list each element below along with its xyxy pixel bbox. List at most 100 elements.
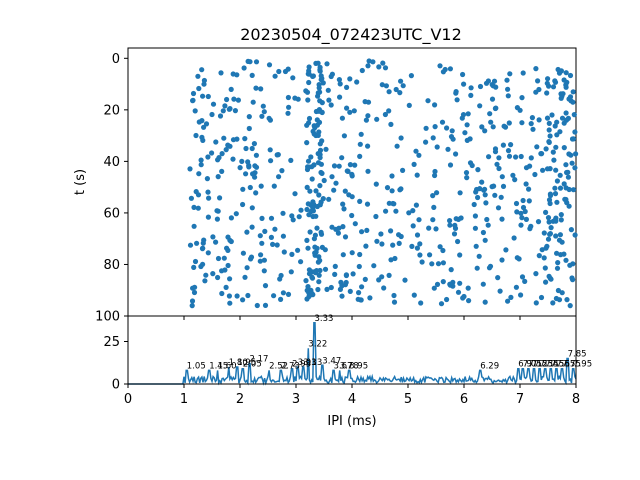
raster-point — [472, 213, 478, 219]
raster-point — [546, 83, 552, 89]
raster-point — [215, 274, 221, 281]
raster-point — [432, 102, 438, 108]
raster-point — [505, 298, 511, 304]
raster-point — [386, 108, 392, 114]
raster-point — [341, 206, 347, 212]
raster-point — [342, 188, 348, 194]
raster-point — [308, 154, 314, 160]
raster-point — [314, 203, 320, 210]
raster-point — [335, 230, 341, 236]
raster-point — [389, 188, 395, 194]
raster-point — [563, 84, 569, 90]
raster-point — [416, 217, 422, 223]
raster-point — [566, 151, 572, 157]
raster-point — [304, 287, 310, 293]
raster-point — [342, 234, 349, 240]
raster-point — [556, 297, 563, 303]
peak-label: 2.05 — [243, 360, 262, 370]
raster-point — [312, 250, 318, 256]
raster-point — [311, 236, 317, 242]
raster-point — [495, 205, 502, 211]
raster-point — [381, 285, 387, 291]
raster-point — [572, 129, 578, 135]
peak-label: 3.78 — [340, 361, 359, 371]
raster-point — [479, 179, 485, 185]
raster-point — [370, 59, 376, 65]
raster-point — [554, 199, 560, 205]
raster-y-label: t (s) — [73, 169, 88, 195]
raster-point — [396, 240, 402, 246]
raster-point — [457, 252, 463, 258]
raster-point — [510, 172, 516, 178]
raster-point — [563, 162, 569, 168]
raster-point — [533, 300, 539, 306]
raster-point — [310, 205, 316, 211]
raster-point — [290, 217, 296, 223]
raster-point — [365, 113, 371, 119]
raster-point — [371, 263, 377, 269]
raster-point — [317, 183, 323, 189]
raster-point — [317, 155, 323, 161]
raster-point — [482, 186, 488, 192]
raster-point — [451, 231, 458, 237]
raster-y-tick-label: 80 — [103, 258, 120, 273]
raster-point — [230, 71, 236, 77]
chart-title: 20230504_072423UTC_V12 — [240, 25, 462, 45]
raster-point — [217, 195, 223, 201]
raster-point — [475, 194, 481, 201]
raster-point — [286, 104, 292, 110]
raster-point — [566, 186, 572, 193]
histogram-x-label: IPI (ms) — [327, 414, 376, 429]
raster-point — [460, 295, 466, 301]
raster-point — [280, 210, 286, 216]
raster-point — [455, 238, 461, 245]
raster-point — [205, 189, 211, 195]
peak-label: 3.47 — [322, 356, 341, 366]
raster-point — [190, 98, 196, 104]
raster-point — [349, 173, 355, 179]
raster-point — [482, 237, 488, 243]
raster-point — [247, 184, 253, 191]
raster-point — [279, 168, 285, 174]
peak-label: 6.97 — [518, 360, 537, 370]
raster-point — [448, 267, 454, 273]
raster-point — [554, 119, 560, 125]
raster-point — [543, 146, 549, 152]
raster-point — [497, 288, 503, 294]
raster-point — [528, 155, 534, 161]
raster-point — [572, 165, 578, 171]
peak-label: 7.35 — [540, 360, 559, 370]
raster-point — [553, 233, 559, 239]
raster-point — [418, 300, 424, 306]
raster-point — [570, 89, 576, 95]
raster-point — [203, 272, 209, 278]
raster-point — [315, 132, 321, 138]
raster-point — [319, 170, 325, 176]
raster-point — [569, 275, 575, 281]
raster-point — [500, 142, 506, 148]
raster-point — [189, 303, 195, 309]
raster-point — [463, 170, 470, 176]
raster-point — [306, 267, 312, 273]
raster-point — [322, 266, 329, 272]
raster-point — [267, 147, 273, 153]
peak-label: 2.17 — [250, 355, 269, 365]
raster-point — [219, 268, 225, 274]
raster-point — [373, 213, 379, 220]
raster-point — [296, 214, 302, 220]
raster-point — [304, 237, 310, 243]
raster-point — [316, 119, 323, 125]
peak-label: 1.95 — [237, 358, 256, 368]
raster-point — [226, 293, 232, 299]
peak-label: 6.29 — [480, 361, 499, 371]
raster-point — [382, 111, 388, 118]
raster-point — [379, 82, 385, 88]
raster-y-tick-label: 20 — [103, 103, 120, 118]
raster-point — [268, 234, 274, 240]
raster-point — [538, 294, 545, 301]
raster-point — [319, 109, 325, 115]
raster-point — [476, 253, 482, 259]
raster-point — [306, 79, 312, 86]
raster-point — [259, 240, 265, 246]
raster-point — [316, 272, 322, 278]
